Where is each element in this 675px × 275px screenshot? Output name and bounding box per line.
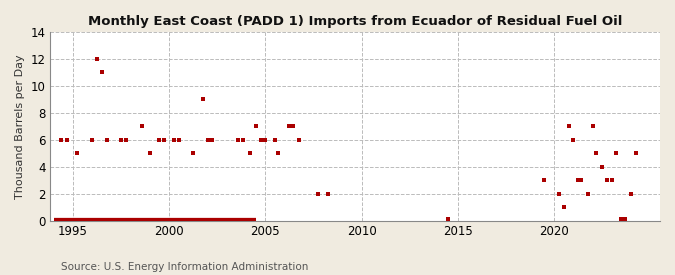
Point — [583, 192, 593, 196]
Point — [597, 165, 608, 169]
Point — [56, 138, 67, 142]
Point — [92, 57, 103, 61]
Point — [554, 192, 564, 196]
Title: Monthly East Coast (PADD 1) Imports from Ecuador of Residual Fuel Oil: Monthly East Coast (PADD 1) Imports from… — [88, 15, 622, 28]
Point — [284, 124, 295, 129]
Point — [576, 178, 587, 183]
Point — [269, 138, 280, 142]
Point — [260, 138, 271, 142]
Point — [563, 124, 574, 129]
Text: Source: U.S. Energy Information Administration: Source: U.S. Energy Information Administ… — [61, 262, 308, 272]
Point — [443, 217, 454, 221]
Point — [288, 124, 298, 129]
Point — [610, 151, 621, 156]
Point — [197, 97, 208, 101]
Point — [250, 124, 261, 129]
Point — [120, 138, 131, 142]
Point — [97, 70, 107, 75]
Point — [238, 138, 248, 142]
Point — [154, 138, 165, 142]
Point — [616, 217, 627, 222]
Point — [273, 151, 284, 156]
Point — [323, 192, 333, 196]
Point — [620, 217, 630, 222]
Point — [233, 138, 244, 142]
Point — [202, 138, 213, 142]
Point — [294, 138, 304, 142]
Point — [313, 192, 324, 196]
Point — [568, 138, 578, 142]
Point — [255, 138, 266, 142]
Point — [601, 178, 612, 183]
Point — [144, 151, 155, 156]
Point — [188, 151, 198, 156]
Point — [573, 178, 584, 183]
Point — [86, 138, 97, 142]
Y-axis label: Thousand Barrels per Day: Thousand Barrels per Day — [15, 54, 25, 199]
Point — [173, 138, 184, 142]
Point — [72, 151, 82, 156]
Point — [137, 124, 148, 129]
Point — [207, 138, 218, 142]
Point — [61, 138, 72, 142]
Point — [630, 151, 641, 156]
Point — [115, 138, 126, 142]
Point — [539, 178, 550, 183]
Point — [101, 138, 112, 142]
Point — [159, 138, 169, 142]
Point — [169, 138, 180, 142]
Point — [591, 151, 602, 156]
Point — [626, 192, 637, 196]
Point — [244, 151, 255, 156]
Point — [587, 124, 598, 129]
Point — [558, 205, 569, 210]
Point — [606, 178, 617, 183]
